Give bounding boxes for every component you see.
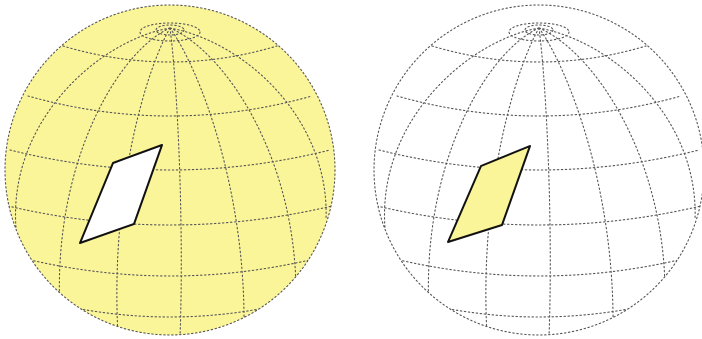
right-meridian bbox=[384, 27, 540, 229]
left-sphere bbox=[4, 4, 336, 336]
right-sphere-grid bbox=[376, 22, 702, 335]
right-parallel bbox=[424, 303, 654, 318]
left-sphere-grid bbox=[7, 22, 333, 335]
left-parallel bbox=[21, 257, 319, 277]
left-parallel bbox=[62, 45, 278, 63]
right-pole-ring bbox=[524, 24, 554, 36]
left-cut-patch bbox=[79, 144, 163, 244]
left-parallel bbox=[27, 95, 313, 117]
right-meridian bbox=[538, 27, 696, 221]
right-meridian bbox=[538, 27, 614, 331]
left-meridian bbox=[116, 27, 171, 335]
right-parallel bbox=[390, 257, 688, 277]
right-meridian bbox=[427, 27, 540, 313]
left-sphere-outline bbox=[4, 4, 336, 336]
right-meridian bbox=[538, 27, 551, 335]
left-parallel bbox=[7, 205, 333, 226]
right-meridian bbox=[485, 27, 540, 335]
left-parallel bbox=[55, 303, 285, 318]
left-meridian bbox=[169, 27, 182, 335]
right-pole-ring bbox=[508, 22, 570, 42]
left-meridian bbox=[58, 27, 171, 313]
left-meridian bbox=[169, 27, 245, 331]
left-pole-ring bbox=[139, 22, 201, 42]
left-meridian bbox=[15, 27, 171, 229]
right-parallel bbox=[378, 149, 700, 171]
right-parallel bbox=[376, 205, 702, 226]
right-sphere-outline bbox=[373, 4, 702, 336]
right-sphere bbox=[373, 4, 702, 336]
left-pole-ring bbox=[155, 24, 185, 36]
left-parallel bbox=[9, 149, 331, 171]
right-meridian bbox=[538, 27, 666, 301]
left-meridian bbox=[169, 27, 297, 301]
right-parallel bbox=[396, 95, 682, 117]
right-parallel bbox=[431, 45, 647, 63]
right-cut-patch bbox=[447, 145, 531, 243]
left-meridian bbox=[169, 27, 327, 221]
